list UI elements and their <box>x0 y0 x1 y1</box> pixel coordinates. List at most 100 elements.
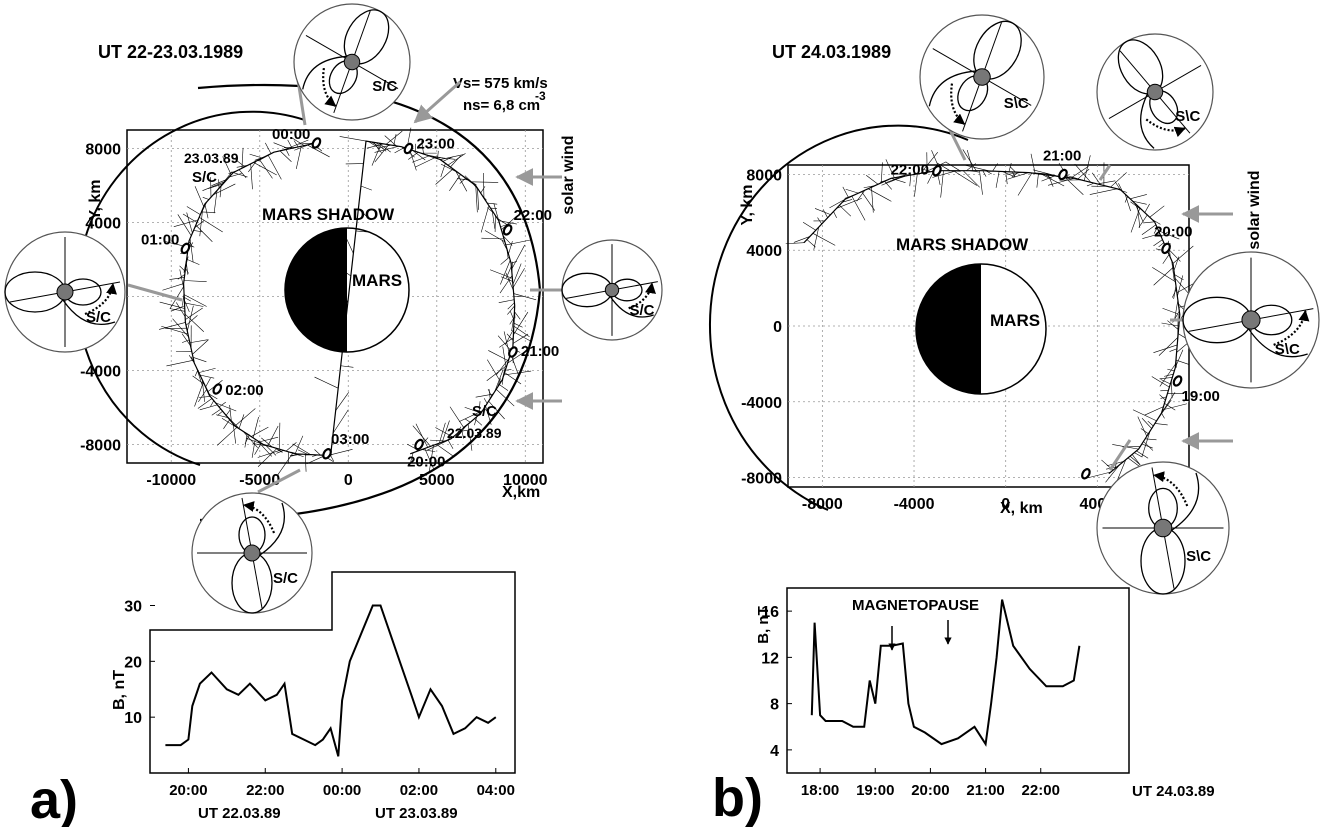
field-vector <box>421 141 424 155</box>
field-vector <box>802 221 816 231</box>
field-vector <box>435 427 454 438</box>
field-vector <box>335 392 349 411</box>
field-vector <box>856 189 866 202</box>
time-marker-label: 23:00 <box>416 136 454 153</box>
field-vector <box>314 449 321 456</box>
field-vector <box>505 272 514 291</box>
field-vector <box>936 162 951 171</box>
field-vector <box>966 163 976 171</box>
x-tick-label: -8000 <box>802 496 843 513</box>
field-vector <box>232 157 246 167</box>
field-vector <box>267 154 282 180</box>
field-vector <box>251 439 256 458</box>
field-vector <box>891 177 906 183</box>
y-tick-label: 4 <box>770 743 779 760</box>
field-vector <box>1145 438 1157 441</box>
panel-a-mars <box>284 227 410 353</box>
field-vector <box>184 294 207 307</box>
field-vector <box>499 384 509 391</box>
field-vector <box>192 375 205 385</box>
time-marker <box>212 383 223 395</box>
field-line-inset: S/C <box>293 3 411 126</box>
field-vector <box>415 157 435 168</box>
field-vector <box>158 322 186 330</box>
field-vector <box>294 435 304 454</box>
field-line-inset: S/C <box>530 239 663 341</box>
field-line <box>1140 93 1155 149</box>
panel-b-field-ylabel: B, nT <box>755 606 772 644</box>
x-tick-label: 02:00 <box>400 782 438 799</box>
field-vector <box>216 427 238 446</box>
field-vector <box>511 261 513 273</box>
y-tick-label: 12 <box>761 650 779 667</box>
field-vector <box>410 452 414 462</box>
field-vector <box>436 443 455 458</box>
field-vector <box>481 195 486 201</box>
field-vector <box>295 146 302 169</box>
panel-a-grid <box>127 130 543 463</box>
field-vector <box>216 414 228 418</box>
sc-trajectory <box>242 501 276 534</box>
field-vector <box>1162 254 1170 264</box>
field-vector <box>190 356 196 366</box>
field-vector <box>501 215 517 230</box>
field-vector <box>211 408 221 416</box>
field-vector <box>1137 416 1148 437</box>
field-vector <box>507 350 526 364</box>
field-vector <box>985 170 992 175</box>
field-vector <box>474 418 483 426</box>
time-marker <box>932 164 942 177</box>
field-vector <box>1121 449 1138 464</box>
field-vector <box>487 359 502 383</box>
field-vector <box>500 260 511 285</box>
field-vector <box>162 283 184 291</box>
field-vector <box>276 450 284 454</box>
field-vector <box>829 198 846 209</box>
time-marker <box>502 224 513 236</box>
field-vector <box>244 433 248 448</box>
field-vector <box>447 153 466 166</box>
field-vector <box>285 149 290 157</box>
field-vector <box>1167 320 1179 331</box>
field-vector <box>475 393 494 398</box>
time-marker-label: 22:00 <box>514 207 552 224</box>
field-vector <box>252 416 259 438</box>
field-vector <box>330 455 334 462</box>
field-vector <box>822 209 828 218</box>
field-vector <box>259 436 279 443</box>
field-vector <box>480 186 486 194</box>
field-vector <box>885 159 895 178</box>
inset-pointer <box>1108 439 1132 471</box>
panel-a-xlabel: X,km <box>502 484 540 501</box>
field-vector <box>513 331 531 342</box>
sc-label: S\C <box>1275 341 1300 358</box>
field-vector <box>424 448 435 470</box>
field-vector <box>201 211 216 213</box>
time-marker <box>414 438 424 451</box>
field-vector <box>415 423 428 448</box>
sc-label: S/C <box>273 570 298 587</box>
field-vector <box>186 212 193 234</box>
panel-a-orbit-plot: UT 22-23.03.1989 -10000 -5000 0 5000 10000 8… <box>76 42 577 522</box>
field-vector <box>505 369 512 371</box>
panel-b-shadow-boundary <box>709 124 969 511</box>
field-vector <box>229 173 242 178</box>
inset-field-lines <box>197 497 307 614</box>
field-vector <box>194 186 205 207</box>
field-vector <box>456 425 467 438</box>
panel-b-mars <box>915 263 1047 395</box>
field-vector <box>368 141 381 150</box>
field-vector <box>785 242 805 245</box>
field-vector <box>1143 221 1155 224</box>
field-vector <box>332 409 349 434</box>
field-vector <box>498 220 517 225</box>
field-vector <box>456 178 469 181</box>
field-vector <box>812 233 836 246</box>
field-vector <box>474 416 478 426</box>
field-vector <box>249 153 263 159</box>
panel-b-field-series-line <box>810 599 1081 747</box>
field-vector <box>484 230 506 243</box>
field-vector <box>340 365 354 368</box>
time-marker <box>403 142 414 155</box>
